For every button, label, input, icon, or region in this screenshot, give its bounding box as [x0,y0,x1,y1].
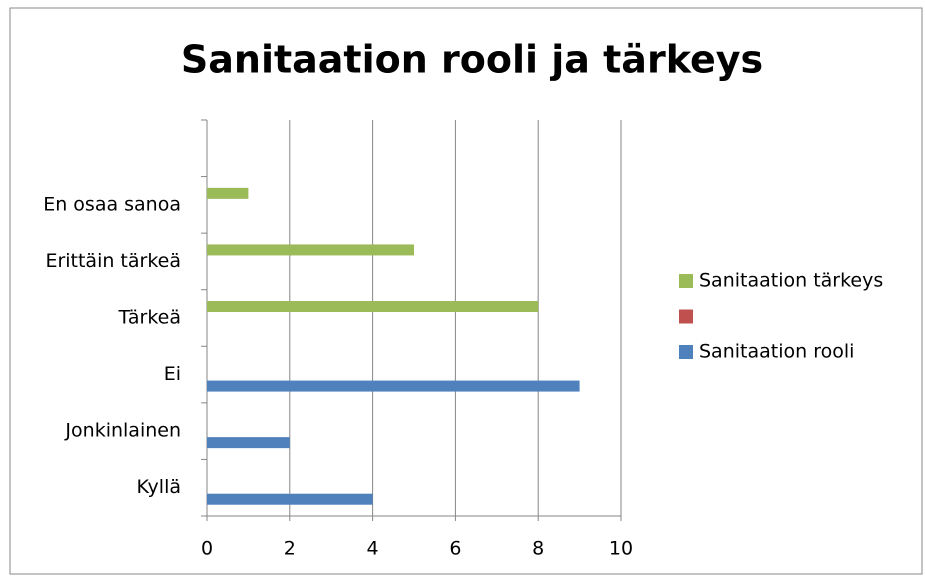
bar [207,244,414,256]
legend-label: Sanitaation tärkeys [699,270,883,292]
bar [207,380,580,392]
bar [207,301,539,312]
y-tick-label: Ei [164,363,181,385]
y-tick-label: Kyllä [136,476,181,498]
bar [207,187,249,199]
x-tick-label: 6 [449,538,461,560]
y-tick-label: Tärkeä [117,307,181,329]
x-tick-label: 10 [609,538,633,560]
y-tick-label: Jonkinlainen [64,420,181,442]
legend-swatch [679,309,693,324]
x-tick-label: 0 [201,538,213,560]
legend-swatch [679,345,693,359]
bar [207,493,373,505]
legend-label: Sanitaation rooli [699,341,854,363]
bar [207,437,290,449]
x-tick-label: 2 [284,538,296,560]
y-tick-label: En osaa sanoa [43,193,181,215]
x-tick-label: 8 [532,538,544,560]
legend-swatch [679,274,693,288]
y-tick-label: Erittäin tärkeä [45,250,181,272]
x-tick-label: 4 [367,538,379,560]
chart-frame [9,7,923,575]
chart-title: Sanitaation rooli ja tärkeys [181,38,763,82]
